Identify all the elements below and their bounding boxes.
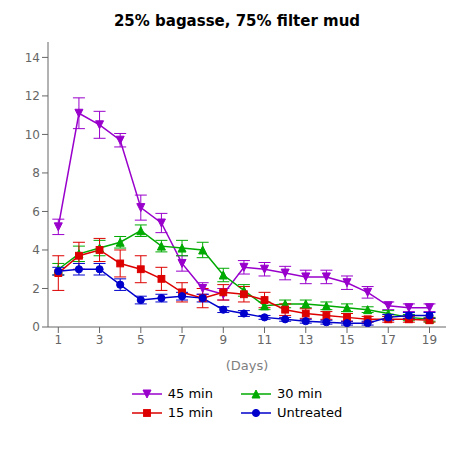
svg-text:19: 19 (422, 333, 437, 347)
svg-text:7: 7 (178, 333, 186, 347)
svg-text:11: 11 (257, 333, 272, 347)
html-text:25% bagasse, 75% filter mud: 25% bagasse, 75% filter mud (113, 12, 361, 30)
html-text:15 min: 15 min (167, 405, 213, 420)
svg-text:(Days): (Days) (226, 358, 269, 373)
svg-text:3: 3 (96, 333, 104, 347)
svg-text:13: 13 (298, 333, 313, 347)
html-text:30 min: 30 min (277, 386, 323, 401)
svg-text:15: 15 (339, 333, 354, 347)
svg-text:1: 1 (54, 333, 62, 347)
html-text:45 min: 45 min (167, 386, 213, 401)
svg-text:5: 5 (137, 333, 145, 347)
svg-text:14: 14 (25, 51, 40, 65)
svg-text:10: 10 (25, 128, 40, 142)
svg-text:2: 2 (32, 282, 40, 296)
svg-text:4: 4 (32, 243, 40, 257)
svg-text:9: 9 (219, 333, 227, 347)
svg-text:0: 0 (32, 320, 40, 334)
svg-text:6: 6 (32, 205, 40, 219)
html-text:Untreated: Untreated (277, 405, 343, 420)
svg-text:12: 12 (25, 89, 40, 103)
svg-text:8: 8 (32, 166, 40, 180)
svg-text:17: 17 (381, 333, 396, 347)
